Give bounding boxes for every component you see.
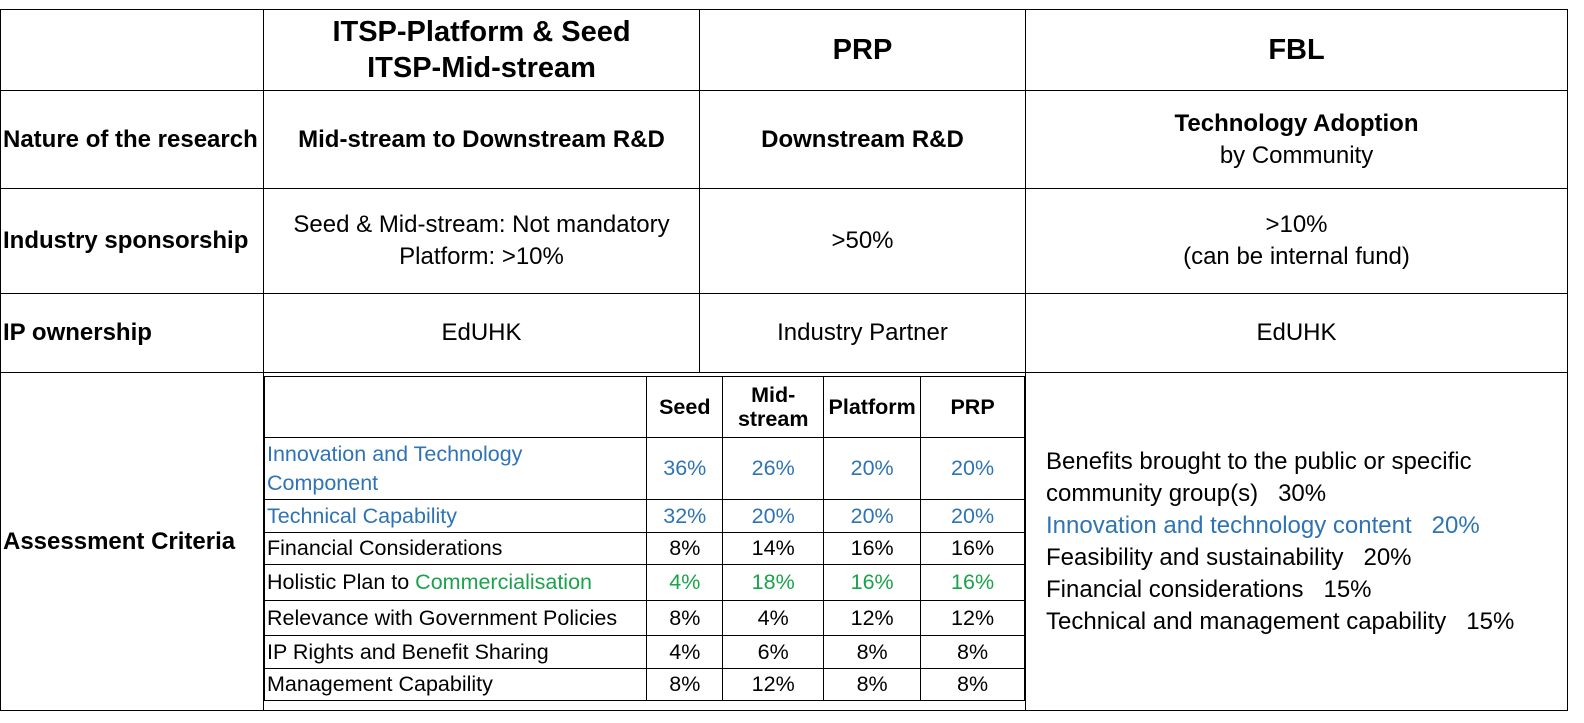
criteria-value-midstream: 26%: [722, 437, 825, 500]
criteria-row: Management Capability 8% 12% 8% 8%: [263, 668, 1025, 701]
criteria-label-highlight: Commercialisation: [415, 570, 593, 594]
sponsorship-row: Industry sponsorship Seed & Mid-stream: …: [0, 188, 1568, 294]
criteria-row: Holistic Plan to Commercialisation 4% 18…: [263, 564, 1025, 601]
criteria-label: Holistic Plan to Commercialisation: [263, 564, 648, 601]
criteria-value-platform: 16%: [823, 564, 922, 601]
fbl-criterion: Technical and management capability 15%: [1046, 607, 1515, 635]
criteria-value-prp: 16%: [920, 532, 1025, 565]
criteria-value-prp: 8%: [920, 668, 1025, 701]
criteria-label: Technical Capability: [263, 499, 648, 533]
criteria-value-seed: 8%: [646, 668, 724, 701]
assessment-row: Assessment Criteria Seed Mid- stream: [0, 372, 1568, 711]
ip-fbl: EdUHK: [1025, 293, 1568, 373]
criteria-row: IP Rights and Benefit Sharing 4% 6% 8% 8…: [263, 635, 1025, 669]
criteria-value-midstream: 20%: [722, 499, 825, 533]
criteria-header-platform: Platform: [823, 376, 922, 438]
ip-label: IP ownership: [0, 293, 264, 373]
sponsorship-itsp: Seed & Mid-stream: Not mandatory Platfor…: [263, 188, 700, 294]
criteria-value-seed: 32%: [646, 499, 724, 533]
criteria-header-row: Seed Mid- stream Platform PRP: [263, 376, 1025, 438]
fbl-criteria-cell: Benefits brought to the public or specif…: [1025, 372, 1568, 711]
nature-fbl-line1: Technology Adoption: [1174, 109, 1419, 137]
criteria-header-midstream-line2: stream: [737, 407, 809, 431]
criteria-label: Innovation and Technology Component: [263, 437, 648, 500]
criteria-header-prp: PRP: [920, 376, 1025, 438]
criteria-value-prp: 12%: [920, 600, 1025, 636]
criteria-row: Financial Considerations 8% 14% 16% 16%: [263, 532, 1025, 565]
nature-label: Nature of the research: [0, 90, 264, 189]
criteria-value-prp: 20%: [920, 437, 1025, 500]
header-row: ITSP-Platform & Seed ITSP-Mid-stream PRP…: [0, 9, 1568, 91]
sponsorship-fbl: >10% (can be internal fund): [1025, 188, 1568, 294]
ip-row: IP ownership EdUHK Industry Partner EdUH…: [0, 293, 1568, 373]
fbl-criterion: Benefits brought to the public or specif…: [1046, 447, 1472, 475]
criteria-value-midstream: 18%: [722, 564, 825, 601]
criteria-value-platform: 8%: [823, 635, 922, 669]
criteria-value-seed: 36%: [646, 437, 724, 500]
nature-fbl-line2: by Community: [1219, 141, 1374, 169]
fbl-criterion: community group(s) 30%: [1046, 479, 1327, 507]
fbl-criterion: Innovation and technology content 20%: [1046, 511, 1480, 539]
criteria-header-seed: Seed: [646, 376, 724, 438]
sponsorship-fbl-line1: >10%: [1265, 211, 1328, 238]
criteria-value-platform: 16%: [823, 532, 922, 565]
sponsorship-prp: >50%: [699, 188, 1026, 294]
nature-fbl: Technology Adoption by Community: [1025, 90, 1568, 189]
criteria-value-prp: 8%: [920, 635, 1025, 669]
nature-row: Nature of the research Mid-stream to Dow…: [0, 90, 1568, 189]
header-prp: PRP: [699, 9, 1026, 91]
criteria-value-midstream: 4%: [722, 600, 825, 636]
criteria-table: Seed Mid- stream Platform PRP Innovation…: [263, 376, 1025, 701]
criteria-value-midstream: 12%: [722, 668, 825, 701]
fbl-criteria-list: Benefits brought to the public or specif…: [1026, 446, 1567, 638]
criteria-label-line1: Innovation and Technology: [267, 441, 523, 466]
header-itsp: ITSP-Platform & Seed ITSP-Mid-stream: [263, 9, 700, 91]
criteria-header-midstream-line1: Mid-: [751, 383, 796, 407]
ip-prp: Industry Partner: [699, 293, 1026, 373]
criteria-value-seed: 8%: [646, 600, 724, 636]
criteria-value-prp: 20%: [920, 499, 1025, 533]
criteria-label: Financial Considerations: [263, 532, 648, 565]
ip-itsp: EdUHK: [263, 293, 700, 373]
criteria-label-prefix: Holistic Plan to: [267, 570, 416, 594]
criteria-label: Relevance with Government Policies: [263, 600, 648, 636]
criteria-value-seed: 4%: [646, 564, 724, 601]
header-empty-cell: [0, 9, 264, 91]
criteria-cell: Seed Mid- stream Platform PRP Innovation…: [263, 372, 1026, 711]
nature-itsp: Mid-stream to Downstream R&D: [263, 90, 700, 189]
criteria-value-platform: 12%: [823, 600, 922, 636]
criteria-value-seed: 4%: [646, 635, 724, 669]
criteria-value-platform: 8%: [823, 668, 922, 701]
header-itsp-line1: ITSP-Platform & Seed: [332, 16, 631, 48]
sponsorship-label: Industry sponsorship: [0, 188, 264, 294]
sponsorship-itsp-line2: Platform: >10%: [399, 243, 564, 270]
assessment-label: Assessment Criteria: [0, 372, 264, 711]
criteria-header-empty: [263, 376, 648, 438]
criteria-row: Relevance with Government Policies 8% 4%…: [263, 600, 1025, 636]
header-itsp-line2: ITSP-Mid-stream: [367, 52, 596, 84]
criteria-label-line2: Component: [267, 470, 379, 495]
criteria-value-platform: 20%: [823, 437, 922, 500]
criteria-label: Management Capability: [263, 668, 648, 701]
criteria-row: Innovation and Technology Component 36% …: [263, 437, 1025, 500]
criteria-value-midstream: 14%: [722, 532, 825, 565]
criteria-value-seed: 8%: [646, 532, 724, 565]
criteria-value-platform: 20%: [823, 499, 922, 533]
criteria-row: Technical Capability 32% 20% 20% 20%: [263, 499, 1025, 533]
criteria-label: IP Rights and Benefit Sharing: [263, 635, 648, 669]
sponsorship-itsp-line1: Seed & Mid-stream: Not mandatory: [293, 211, 670, 238]
header-fbl: FBL: [1025, 9, 1568, 91]
sponsorship-fbl-line2: (can be internal fund): [1183, 243, 1410, 270]
nature-prp: Downstream R&D: [699, 90, 1026, 189]
criteria-value-prp: 16%: [920, 564, 1025, 601]
fbl-criterion: Financial considerations 15%: [1046, 575, 1372, 603]
criteria-value-midstream: 6%: [722, 635, 825, 669]
criteria-header-midstream: Mid- stream: [722, 376, 825, 438]
fbl-criterion: Feasibility and sustainability 20%: [1046, 543, 1412, 571]
comparison-table: ITSP-Platform & Seed ITSP-Mid-stream PRP…: [0, 9, 1568, 711]
